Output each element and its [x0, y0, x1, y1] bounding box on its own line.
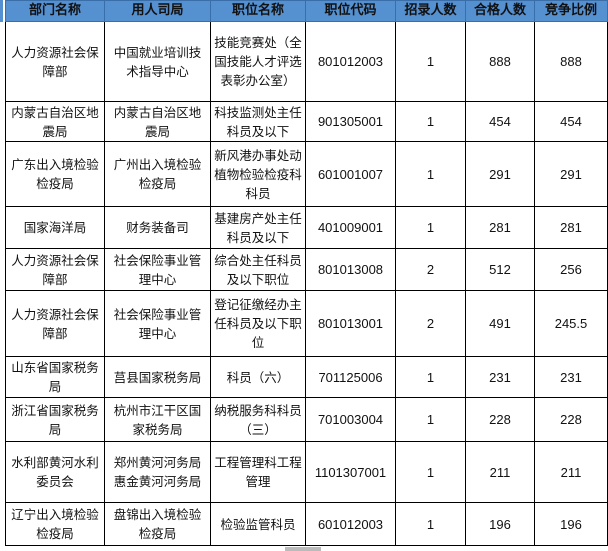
cell-competition-ratio: 211 — [534, 441, 608, 503]
cell-department: 山东省国家税务局 — [5, 356, 105, 398]
table-row: 水利部黄河水利委员会 郑州黄河河务局惠金黄河河务局 工程管理科工程管理 1101307… — [5, 441, 608, 503]
cell-competition-ratio: 228 — [534, 397, 608, 442]
cell-position-code: 701003004 — [305, 397, 396, 442]
header-row: 部门名称 用人司局 职位名称 职位代码 招录人数 合格人数 竞争比例 — [5, 0, 608, 22]
table-row: 浙江省国家税务局 杭州市江干区国家税务局 纳税服务科科员（三） 701003004 1 2… — [5, 397, 608, 442]
cell-qualified: 512 — [465, 248, 535, 291]
cell-position-name: 科技监测处主任科员及以下 — [210, 101, 306, 142]
table-row: 人力资源社会保障部 社会保险事业管理中心 综合处主任科员及以下职位 801013008… — [5, 248, 608, 291]
cell-hires: 2 — [395, 248, 466, 291]
cell-qualified: 196 — [465, 502, 535, 546]
cell-position-code: 801013008 — [305, 248, 396, 291]
header-edge — [0, 0, 3, 22]
cell-position-code: 601012003 — [305, 502, 396, 546]
cell-competition-ratio: 196 — [534, 502, 608, 546]
header-bureau: 用人司局 — [104, 0, 211, 22]
cell-competition-ratio: 291 — [534, 141, 608, 207]
cell-qualified: 291 — [465, 141, 535, 207]
cell-position-code: 901305001 — [305, 101, 396, 142]
cell-department: 人力资源社会保障部 — [5, 290, 105, 357]
header-position-code: 职位代码 — [305, 0, 396, 22]
table-row: 山东省国家税务局 莒县国家税务局 科员（六） 701125006 1 231 231 — [5, 356, 608, 398]
cell-position-code: 801012003 — [305, 21, 396, 102]
cell-department: 水利部黄河水利委员会 — [5, 441, 105, 503]
cell-hires: 1 — [395, 356, 466, 398]
header-qualified: 合格人数 — [465, 0, 535, 22]
cell-competition-ratio: 281 — [534, 206, 608, 249]
cell-competition-ratio: 454 — [534, 101, 608, 142]
cell-department: 国家海洋局 — [5, 206, 105, 249]
cell-bureau: 广州出入境检验检疫局 — [104, 141, 211, 207]
table-row: 人力资源社会保障部 中国就业培训技术指导中心 技能竞赛处（全国技能人才评选表彰办公室… — [5, 21, 608, 102]
cell-department: 内蒙古自治区地震局 — [5, 101, 105, 142]
cell-position-name: 技能竞赛处（全国技能人才评选表彰办公室） — [210, 21, 306, 102]
cell-bureau: 社会保险事业管理中心 — [104, 290, 211, 357]
cell-competition-ratio: 888 — [534, 21, 608, 102]
header-position-name: 职位名称 — [210, 0, 306, 22]
recruitment-table: 部门名称 用人司局 职位名称 职位代码 招录人数 合格人数 竞争比例 人力资源社会保障部 中国… — [5, 0, 608, 546]
table-row: 辽宁出入境检验检疫局 盘锦出入境检验检疫局 检验监管科员 601012003 1 196 1… — [5, 502, 608, 546]
cell-position-name: 综合处主任科员及以下职位 — [210, 248, 306, 291]
cell-position-name: 纳税服务科科员（三） — [210, 397, 306, 442]
cell-bureau: 莒县国家税务局 — [104, 356, 211, 398]
header-competition-ratio: 竞争比例 — [534, 0, 608, 22]
horizontal-scrollbar[interactable] — [285, 547, 321, 551]
cell-hires: 1 — [395, 441, 466, 503]
cell-hires: 1 — [395, 141, 466, 207]
table-row: 广东出入境检验检疫局 广州出入境检验检疫局 新风港办事处动植物检验检疫科科员 6010… — [5, 141, 608, 207]
cell-position-name: 基建房产处主任科员及以下 — [210, 206, 306, 249]
cell-qualified: 231 — [465, 356, 535, 398]
cell-position-name: 新风港办事处动植物检验检疫科科员 — [210, 141, 306, 207]
cell-bureau: 财务装备司 — [104, 206, 211, 249]
cell-bureau: 内蒙古自治区地震局 — [104, 101, 211, 142]
cell-position-name: 工程管理科工程管理 — [210, 441, 306, 503]
cell-position-name: 登记征缴经办主任科员及以下职位 — [210, 290, 306, 357]
cell-department: 广东出入境检验检疫局 — [5, 141, 105, 207]
cell-hires: 1 — [395, 206, 466, 249]
cell-competition-ratio: 231 — [534, 356, 608, 398]
cell-qualified: 228 — [465, 397, 535, 442]
cell-competition-ratio: 245.5 — [534, 290, 608, 357]
header-hires: 招录人数 — [395, 0, 466, 22]
cell-department: 辽宁出入境检验检疫局 — [5, 502, 105, 546]
cell-position-code: 801013001 — [305, 290, 396, 357]
cell-bureau: 杭州市江干区国家税务局 — [104, 397, 211, 442]
cell-hires: 1 — [395, 21, 466, 102]
cell-bureau: 中国就业培训技术指导中心 — [104, 21, 211, 102]
cell-hires: 1 — [395, 397, 466, 442]
cell-position-code: 701125006 — [305, 356, 396, 398]
cell-hires: 1 — [395, 502, 466, 546]
cell-position-code: 1101307001 — [305, 441, 396, 503]
cell-competition-ratio: 256 — [534, 248, 608, 291]
cell-bureau: 社会保险事业管理中心 — [104, 248, 211, 291]
table-row: 国家海洋局 财务装备司 基建房产处主任科员及以下 401009001 1 281 281 — [5, 206, 608, 249]
cell-bureau: 盘锦出入境检验检疫局 — [104, 502, 211, 546]
cell-qualified: 211 — [465, 441, 535, 503]
cell-hires: 1 — [395, 101, 466, 142]
cell-qualified: 281 — [465, 206, 535, 249]
cell-qualified: 491 — [465, 290, 535, 357]
cell-department: 人力资源社会保障部 — [5, 21, 105, 102]
table-row: 人力资源社会保障部 社会保险事业管理中心 登记征缴经办主任科员及以下职位 801013… — [5, 290, 608, 357]
cell-qualified: 454 — [465, 101, 535, 142]
table-row: 内蒙古自治区地震局 内蒙古自治区地震局 科技监测处主任科员及以下 901305001 1… — [5, 101, 608, 142]
cell-bureau: 郑州黄河河务局惠金黄河河务局 — [104, 441, 211, 503]
cell-qualified: 888 — [465, 21, 535, 102]
cell-position-code: 601001007 — [305, 141, 396, 207]
cell-position-name: 科员（六） — [210, 356, 306, 398]
cell-position-name: 检验监管科员 — [210, 502, 306, 546]
cell-hires: 2 — [395, 290, 466, 357]
cell-department: 人力资源社会保障部 — [5, 248, 105, 291]
cell-department: 浙江省国家税务局 — [5, 397, 105, 442]
header-department: 部门名称 — [5, 0, 105, 22]
cell-position-code: 401009001 — [305, 206, 396, 249]
